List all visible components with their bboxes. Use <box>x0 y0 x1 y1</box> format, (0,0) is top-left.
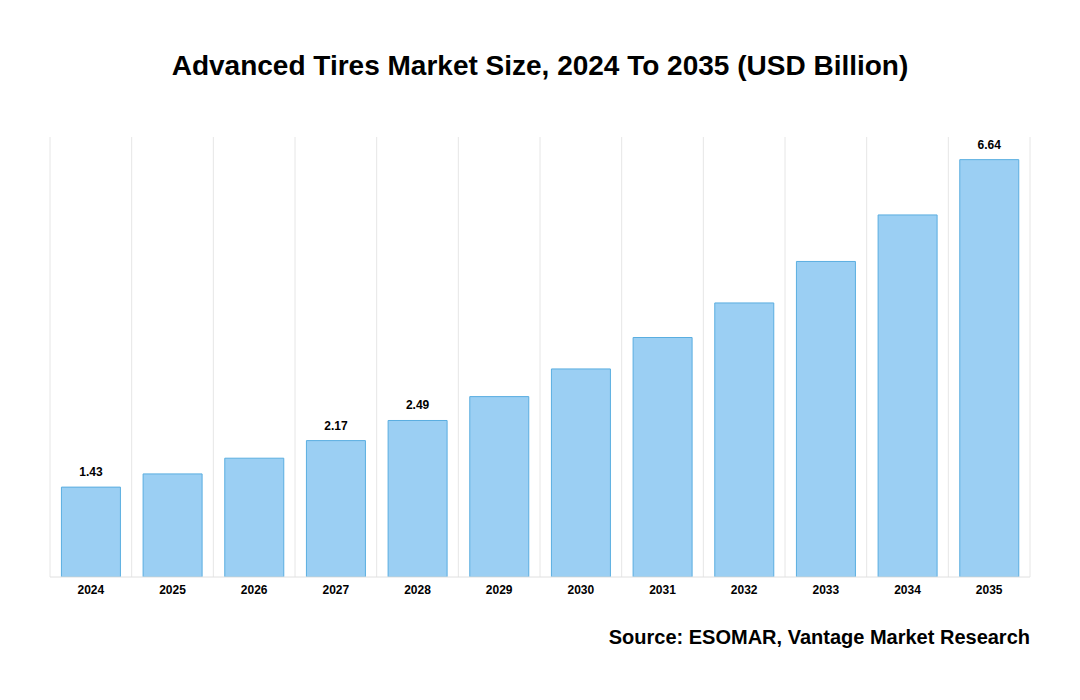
svg-text:2030: 2030 <box>567 583 594 597</box>
svg-text:2032: 2032 <box>731 583 758 597</box>
svg-text:2027: 2027 <box>322 583 349 597</box>
svg-text:2035: 2035 <box>976 583 1003 597</box>
svg-text:2.49: 2.49 <box>406 398 430 412</box>
svg-text:2033: 2033 <box>812 583 839 597</box>
html-text:Advanced Tires Market Size, 20: Advanced Tires Market Size, 2024 To 2035… <box>171 50 909 81</box>
svg-text:2029: 2029 <box>486 583 513 597</box>
svg-text:2031: 2031 <box>649 583 676 597</box>
svg-text:2024: 2024 <box>77 583 104 597</box>
svg-text:2028: 2028 <box>404 583 431 597</box>
svg-text:2025: 2025 <box>159 583 186 597</box>
svg-text:2034: 2034 <box>894 583 921 597</box>
svg-text:6.64: 6.64 <box>978 138 1002 152</box>
svg-text:2026: 2026 <box>241 583 268 597</box>
svg-text:1.43: 1.43 <box>79 465 103 479</box>
svg-text:2.17: 2.17 <box>324 419 348 433</box>
html-text:Source: ESOMAR, Vantage Market: Source: ESOMAR, Vantage Market Research <box>608 626 1030 648</box>
